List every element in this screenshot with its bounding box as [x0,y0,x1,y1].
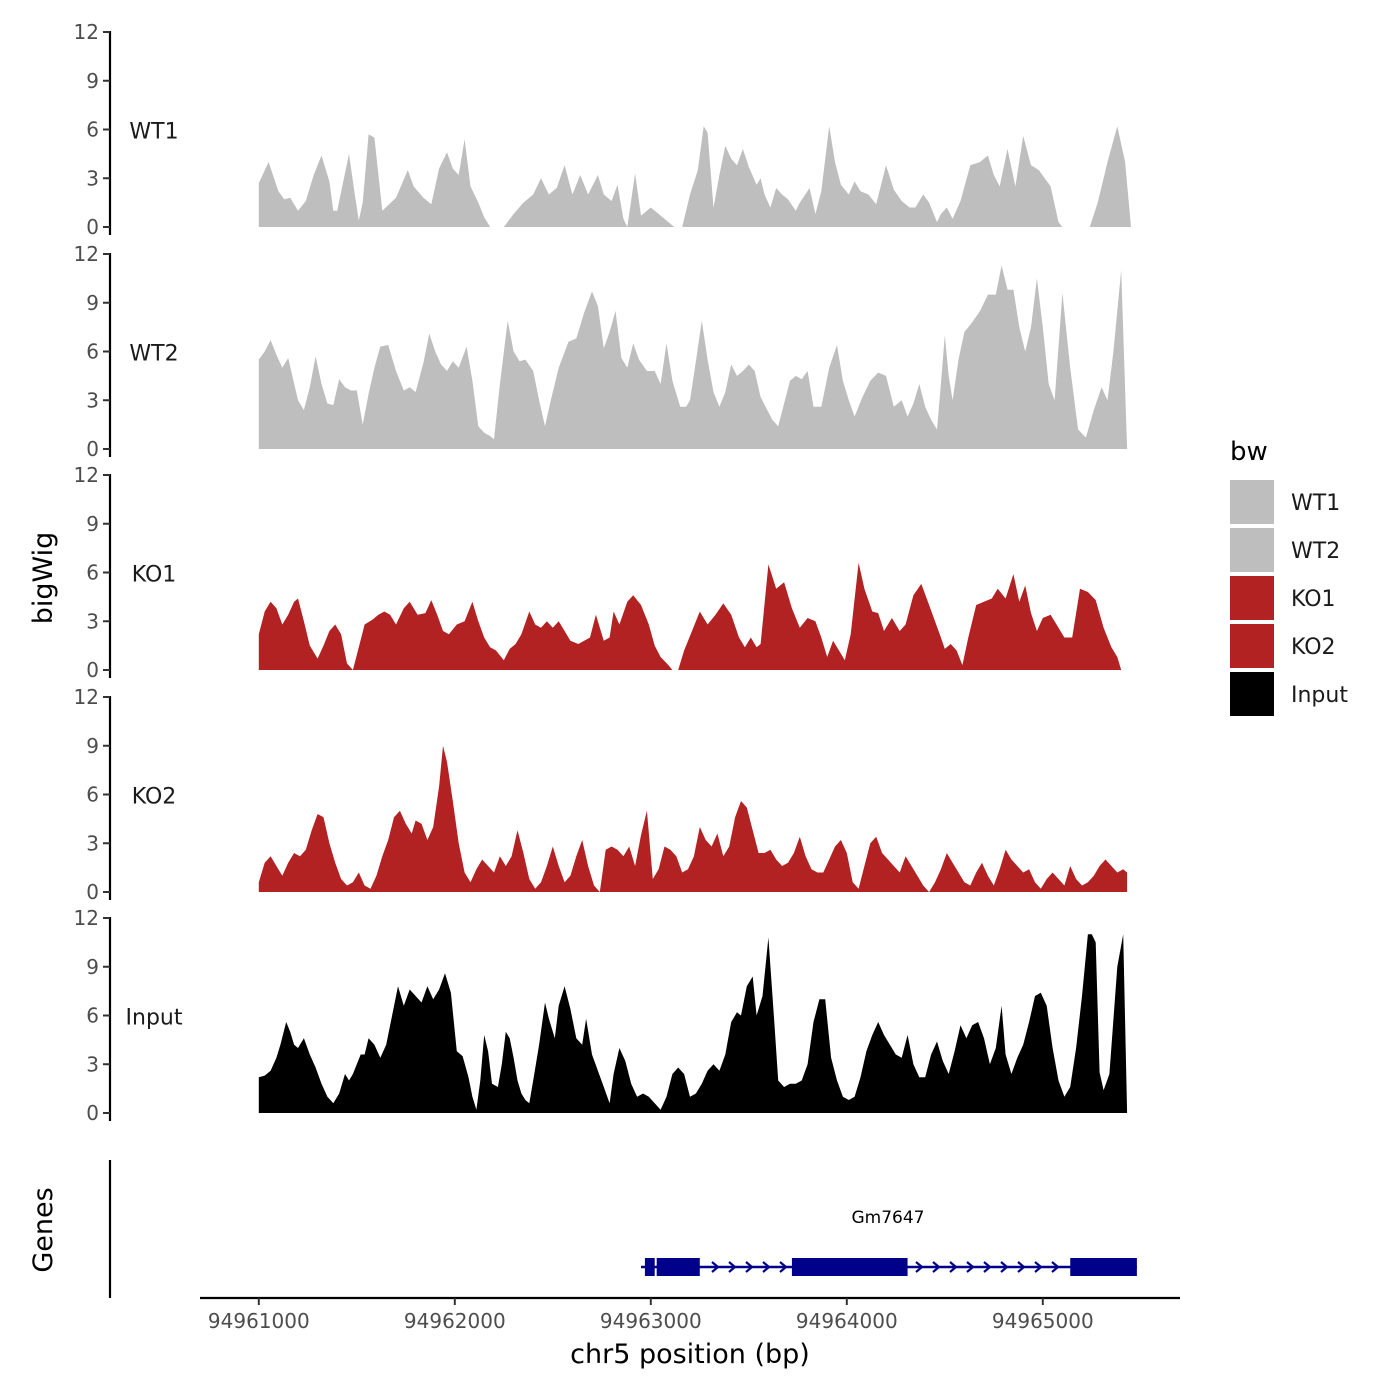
y-tick-label: 0 [86,1101,99,1125]
y-tick-label: 9 [86,512,99,536]
legend-item-wt2: WT2 [1230,528,1340,572]
x-tick-label: 94964000 [796,1309,898,1333]
legend-label: WT1 [1291,491,1340,516]
strand-arrow [711,1261,720,1273]
y-tick-label: 3 [86,166,99,190]
strand-arrow [728,1261,737,1273]
legend-swatch [1230,672,1274,716]
strand-arrow [1017,1261,1026,1273]
legend-item-ko1: KO1 [1230,576,1336,620]
legend-label: WT2 [1291,539,1340,564]
y-tick-label: 6 [86,1004,99,1028]
y-tick-label: 12 [74,463,99,487]
legend-item-wt1: WT1 [1230,480,1340,524]
strand-arrow [1051,1261,1060,1273]
panel-ko2: 0 3 6 9 12 KO2 [74,685,1128,904]
strand-arrow [949,1261,958,1273]
strand-arrow [1034,1261,1043,1273]
coverage-area-ko2 [258,745,1128,892]
y-tick-label: 9 [86,734,99,758]
legend-swatch [1230,624,1274,668]
legend-swatch [1230,480,1274,524]
panel-label-ko1: KO1 [132,563,177,588]
y-tick-label: 12 [74,20,99,44]
panel-label-ko2: KO2 [132,785,177,810]
panel-label-wt1: WT1 [129,120,178,145]
y-tick-label: 12 [74,685,99,709]
panel-label-input: Input [126,1006,183,1031]
y-tick-label: 3 [86,609,99,633]
gene-exon [791,1258,908,1276]
x-tick-label: 94962000 [404,1309,506,1333]
y-tick-label: 6 [86,561,99,585]
legend-title: bw [1230,437,1268,467]
y-tick-label: 3 [86,831,99,855]
coverage-area-wt2 [258,265,1128,449]
legend-label: KO2 [1291,635,1336,660]
x-tick-label: 94963000 [600,1309,702,1333]
y-tick-label: 3 [86,1052,99,1076]
y-tick-label: 6 [86,118,99,142]
legend-label: Input [1291,683,1348,708]
y-tick-label: 0 [86,880,99,904]
panel-label-wt2: WT2 [129,342,178,367]
y-axis-title: bigWig [28,532,59,625]
coverage-area-input [258,934,1128,1113]
coverage-panels: 0 3 6 9 12 WT1 0 3 6 9 12 WT2 0 3 6 9 12 KO1 0 3 6 9 12 KO2 0 3 6 9… [74,20,1131,1125]
y-tick-label: 0 [86,437,99,461]
legend-item-ko2: KO2 [1230,624,1336,668]
x-tick-label: 94961000 [208,1309,310,1333]
legend-item-input: Input [1230,672,1348,716]
strand-arrow [779,1261,788,1273]
strand-arrow [966,1261,975,1273]
strand-arrow [762,1261,771,1273]
panel-ko1: 0 3 6 9 12 KO1 [74,463,1122,682]
strand-arrow [915,1261,924,1273]
legend-swatch [1230,528,1274,572]
y-tick-label: 0 [86,215,99,239]
y-tick-label: 9 [86,291,99,315]
panel-wt2: 0 3 6 9 12 WT2 [74,242,1128,461]
y-tick-label: 6 [86,340,99,364]
strand-arrow [983,1261,992,1273]
panel-input: 0 3 6 9 12 Input [74,906,1128,1125]
genes-axis-title: Genes [28,1187,59,1272]
x-axis: 94961000 94962000 94963000 94964000 94965000 [200,1296,1180,1333]
gene-label: Gm7647 [852,1208,925,1228]
panel-wt1: 0 3 6 9 12 WT1 [74,20,1131,239]
gene-exon [656,1258,700,1276]
legend-swatch [1230,576,1274,620]
coverage-area-ko1 [258,562,1122,670]
y-tick-label: 9 [86,955,99,979]
genes-panel: Gm7647 [108,1160,1137,1298]
gene-exon [1070,1258,1137,1276]
x-tick-label: 94965000 [992,1309,1094,1333]
y-tick-label: 3 [86,388,99,412]
legend-label: KO1 [1291,587,1336,612]
y-tick-label: 6 [86,783,99,807]
strand-arrow [1000,1261,1009,1273]
y-tick-label: 0 [86,658,99,682]
legend: bw WT1 WT2 KO1 KO2 Input [1230,437,1348,716]
strand-arrow [932,1261,941,1273]
coverage-area-wt1 [258,126,1131,227]
y-tick-label: 12 [74,906,99,930]
gene-exon [644,1258,655,1276]
strand-arrow [745,1261,754,1273]
x-axis-title: chr5 position (bp) [570,1339,810,1370]
y-tick-label: 12 [74,242,99,266]
y-tick-label: 9 [86,69,99,93]
